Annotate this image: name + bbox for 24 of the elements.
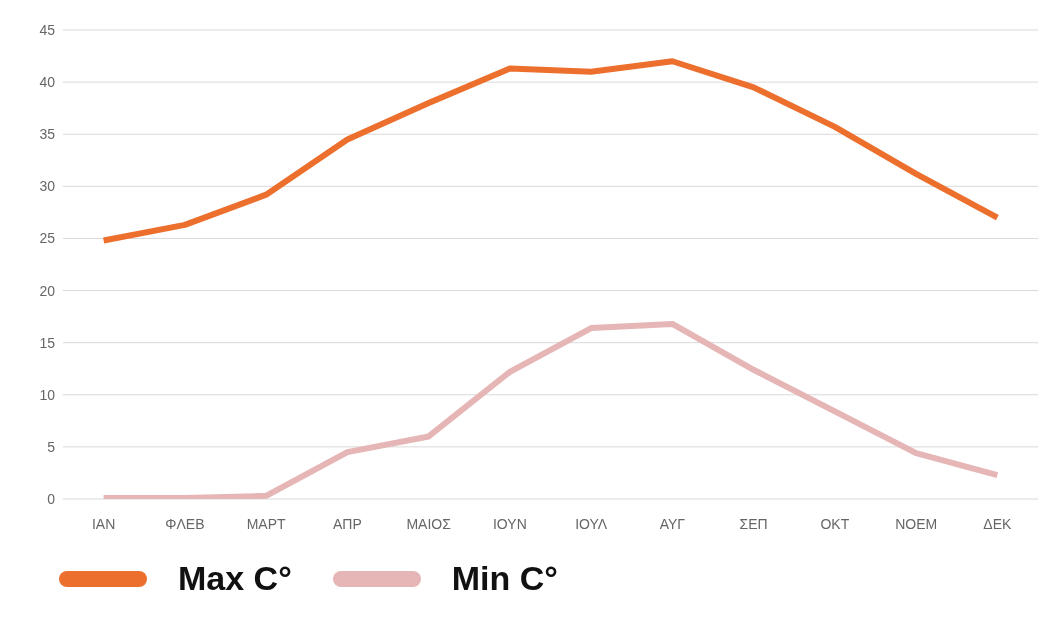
x-tick-label: ΜΑΡΤ	[246, 515, 287, 532]
y-tick-label: 10	[39, 386, 56, 403]
y-tick-label: 30	[39, 178, 56, 195]
y-tick-label: 0	[47, 490, 56, 507]
x-tick-label: ΔΕΚ	[983, 515, 1013, 532]
x-tick-label: ΣΕΠ	[739, 515, 768, 532]
x-tick-label: ΙΟΥΝ	[492, 515, 527, 532]
y-tick-label: 5	[47, 438, 56, 455]
y-tick-label: 25	[39, 230, 56, 247]
y-tick-label: 20	[39, 282, 56, 299]
x-tick-label: ΜΑΙΟΣ	[406, 515, 452, 532]
legend-label: Min C°	[451, 559, 558, 598]
y-tick-label: 15	[39, 334, 56, 351]
x-tick-label: ΑΥΓ	[659, 515, 686, 532]
x-tick-label: ΟΚΤ	[820, 515, 850, 532]
x-tick-label: ΙΟΥΛ	[575, 515, 608, 532]
y-tick-label: 35	[39, 126, 56, 143]
legend-label: Max C°	[178, 559, 292, 598]
x-tick-label: ΙΑΝ	[91, 515, 116, 532]
y-tick-label: 45	[39, 21, 56, 38]
y-tick-label: 40	[39, 74, 56, 91]
x-tick-label: ΑΠΡ	[332, 515, 362, 532]
x-tick-label: ΦΛΕΒ	[165, 515, 205, 532]
x-tick-label: ΝΟΕΜ	[895, 515, 938, 532]
